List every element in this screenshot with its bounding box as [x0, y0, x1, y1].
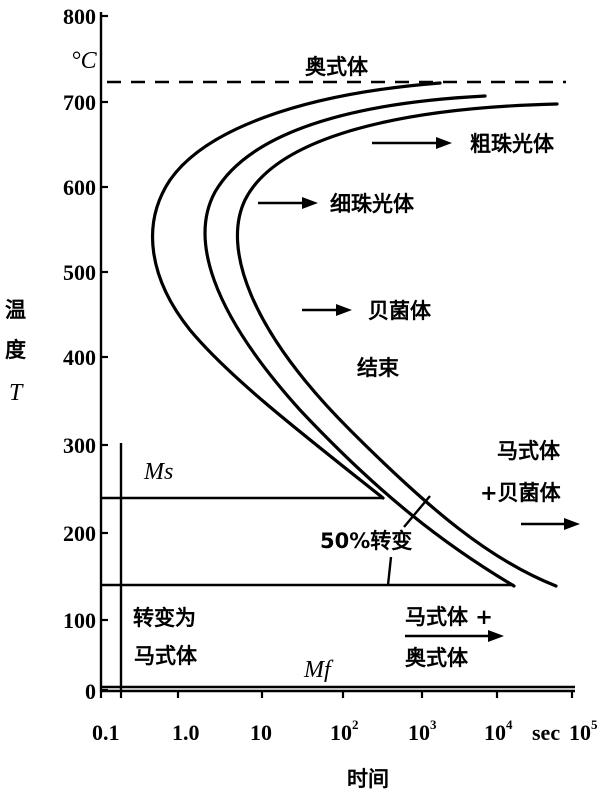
x-tick-label: 102 — [330, 717, 359, 745]
label-bainite: 贝菌体 — [368, 299, 432, 323]
y-axis-symbol: T — [9, 380, 24, 406]
x-tick-label: 1.0 — [172, 720, 200, 745]
fifty-percent-pointer-lower — [386, 556, 393, 586]
label-martensite-austenite-1: 马式体 + — [405, 605, 493, 629]
mf-label: Mf — [303, 657, 334, 683]
label-coarse-pearlite: 粗珠光体 — [470, 132, 555, 156]
x-axis-unit: sec — [532, 720, 560, 745]
y-tick-label: 700 — [63, 90, 96, 115]
y-tick-label: 0 — [85, 679, 96, 704]
y-tick-label: 500 — [63, 260, 96, 285]
y-tick-label: 600 — [63, 175, 96, 200]
x-tick-label: 105 — [569, 717, 598, 745]
arrow-martensite-bainite — [521, 518, 580, 530]
y-tick-label: 400 — [63, 345, 96, 370]
x-axis-title: 时间 — [347, 767, 389, 791]
y-tick-label: 800 — [63, 4, 96, 29]
arrow-martensite-austenite — [405, 630, 504, 642]
curve-finish — [235, 102, 559, 588]
label-fifty-percent: 50%转变 — [320, 529, 412, 553]
label-martensite-austenite-2: 奥式体 — [405, 646, 469, 670]
x-tick-label: 10 — [250, 720, 272, 745]
x-axis-ticks — [99, 691, 574, 698]
arrow-coarse-pearlite — [372, 137, 452, 149]
label-finish: 结束 — [357, 356, 400, 380]
curve-fifty-percent — [203, 94, 516, 588]
ms-label: Ms — [143, 459, 173, 485]
y-axis-title-char: 度 — [5, 338, 26, 362]
x-tick-label: 104 — [484, 717, 513, 745]
label-austenite: 奥式体 — [305, 55, 369, 79]
label-transform-to-1: 转变为 — [133, 606, 196, 630]
label-martensite-bainite-1: 马式体 — [497, 439, 561, 463]
y-axis-unit: °C — [71, 48, 98, 74]
label-martensite-bainite-2: +贝菌体 — [480, 481, 562, 505]
y-axis-title-char: 温 — [5, 298, 26, 322]
fifty-percent-pointer-upper — [403, 495, 431, 528]
x-tick-label: 0.1 — [92, 720, 120, 745]
curve-start — [151, 81, 442, 500]
arrow-bainite — [302, 304, 352, 316]
y-tick-label: 300 — [63, 433, 96, 458]
x-tick-label: 103 — [408, 717, 437, 745]
label-transform-to-2: 马式体 — [134, 644, 198, 668]
y-tick-label: 200 — [63, 521, 96, 546]
label-fine-pearlite: 细珠光体 — [330, 192, 415, 216]
arrow-fine-pearlite — [258, 197, 318, 209]
y-axis-ticks — [101, 14, 108, 692]
y-tick-label: 100 — [63, 608, 96, 633]
